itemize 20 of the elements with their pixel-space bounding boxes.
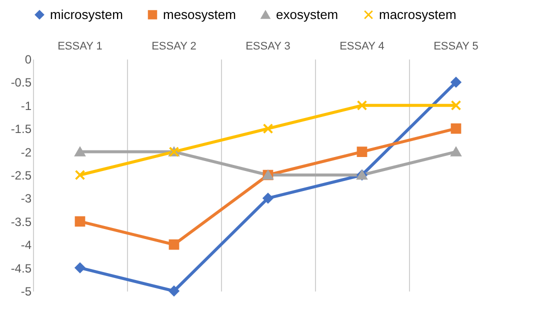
legend-label: macrosystem (379, 6, 456, 22)
x-tick-label: ESSAY 2 (152, 40, 196, 52)
y-tick-label: -4.5 (10, 261, 32, 276)
legend-label: microsystem (50, 6, 123, 22)
y-tick-label: 0 (24, 52, 32, 66)
y-tick-label: -3 (20, 192, 32, 206)
y-tick-label: -3.5 (10, 214, 32, 229)
legend-label: mesosystem (163, 6, 236, 22)
x-tick-label: ESSAY 5 (434, 40, 478, 52)
y-tick-label: -4 (20, 238, 32, 252)
y-tick-label: -2.5 (10, 168, 32, 182)
y-tick-label: -5 (20, 284, 32, 298)
y-tick-label: -0.5 (10, 76, 32, 90)
x-tick-label: ESSAY 1 (58, 40, 102, 52)
y-tick-label: -2 (20, 145, 32, 160)
x-tick-label: ESSAY 4 (340, 40, 384, 52)
legend-label: exosystem (276, 6, 338, 22)
y-tick-label: -1.5 (10, 122, 32, 136)
x-tick-label: ESSAY 3 (246, 40, 290, 52)
y-tick-label: -1 (20, 98, 32, 113)
